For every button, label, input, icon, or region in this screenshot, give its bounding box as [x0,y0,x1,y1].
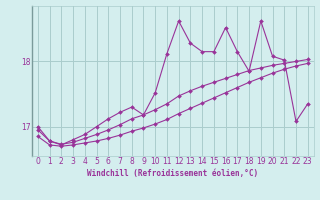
X-axis label: Windchill (Refroidissement éolien,°C): Windchill (Refroidissement éolien,°C) [87,169,258,178]
